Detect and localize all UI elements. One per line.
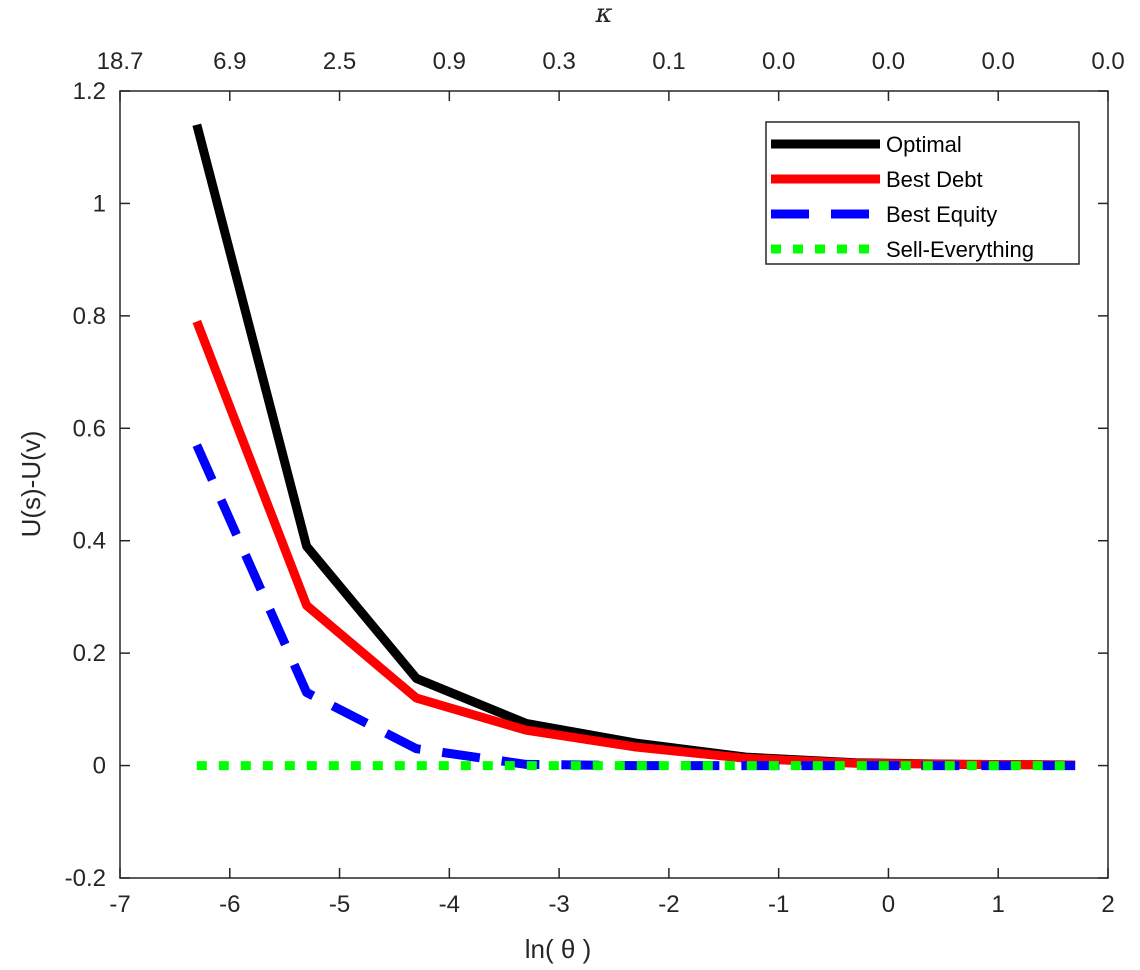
legend-label: Best Equity <box>886 202 997 227</box>
y-tick-label: 1 <box>93 190 106 217</box>
x-tick-label: -3 <box>548 891 569 918</box>
y-tick-label: 1.2 <box>73 78 106 105</box>
legend-label: Optimal <box>886 132 962 157</box>
x-tick-label: 1 <box>992 891 1005 918</box>
tick-labels-layer: -7 -6 -5 -4 -3 -2 -1 0 1 2 18.7 6.9 2.5 0.9 0.3 0.1 0.0 0… <box>65 48 1125 918</box>
top-tick-label: 0.0 <box>762 48 795 75</box>
top-tick-label: 0.3 <box>542 48 575 75</box>
series-layer <box>192 123 1076 771</box>
axes-box <box>119 90 1109 879</box>
ticks-layer <box>119 90 1109 879</box>
top-tick-label: 6.9 <box>213 48 246 75</box>
top-tick-label: 0.1 <box>652 48 685 75</box>
legend-items: Optimal Best Debt Best Equity Sell-Everythi… <box>771 132 1034 262</box>
x-tick-label: 0 <box>882 891 895 918</box>
x-tick-label: -4 <box>439 891 460 918</box>
x-tick-label: 2 <box>1101 891 1114 918</box>
top-tick-label: 0.9 <box>433 48 466 75</box>
top-tick-label: 0.0 <box>982 48 1015 75</box>
y-tick-label: 0.6 <box>73 415 106 442</box>
x-tick-label: -7 <box>109 891 130 918</box>
y-axis-label: U(s)-U(v) <box>16 431 46 538</box>
legend-label: Best Debt <box>886 167 983 192</box>
y-tick-label: 0.2 <box>73 640 106 667</box>
x-axis-label: ln( θ ) <box>525 934 591 964</box>
top-tick-label: 2.5 <box>323 48 356 75</box>
x-tick-label: -2 <box>658 891 679 918</box>
top-axis-label: κ <box>594 0 612 29</box>
y-tick-label: -0.2 <box>65 865 106 892</box>
x-tick-label: -5 <box>329 891 350 918</box>
top-tick-label: 0.0 <box>1091 48 1124 75</box>
top-tick-label: 18.7 <box>97 48 144 75</box>
legend-label: Sell-Everything <box>886 237 1034 262</box>
x-tick-label: -1 <box>768 891 789 918</box>
y-tick-label: 0 <box>93 753 106 780</box>
top-tick-label: 0.0 <box>872 48 905 75</box>
x-tick-label: -6 <box>219 891 240 918</box>
y-tick-label: 0.8 <box>73 303 106 330</box>
legend: Optimal Best Debt Best Equity Sell-Everythi… <box>765 121 1080 265</box>
y-tick-label: 0.4 <box>73 528 106 555</box>
